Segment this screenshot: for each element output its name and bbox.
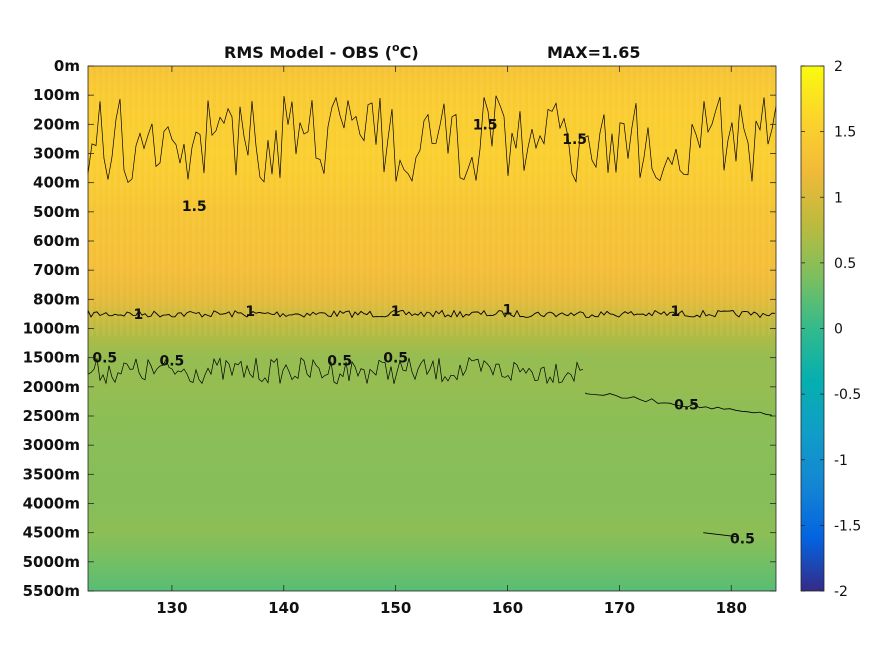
contour-label: 0.5 (383, 351, 408, 367)
y-tick-label: 4000m (23, 495, 80, 513)
colorbar-tick-label: -0.5 (834, 387, 861, 403)
colorbar-tick-label: -1 (834, 453, 848, 469)
x-tick-label: 160 (492, 599, 523, 617)
contour-label: 1.5 (473, 117, 498, 133)
title-degree-sup: o (392, 41, 400, 54)
y-tick-label: 3500m (23, 465, 80, 483)
y-tick-label: 800m (33, 290, 80, 308)
y-tick-label: 200m (33, 115, 80, 133)
x-tick-label: 140 (268, 599, 299, 617)
x-tick-label: 170 (604, 599, 635, 617)
y-axis: 0m 100m 200m 300m 400m 500m 600m 700m 800m 1000m 1… (23, 57, 776, 600)
title-unit: C) (400, 43, 419, 62)
y-tick-label: 4500m (23, 524, 80, 542)
contour-label: 1 (391, 304, 401, 320)
y-tick-label: 0m (54, 57, 80, 75)
x-axis: 130 140 150 160 170 180 (156, 66, 747, 617)
contour-line-0-5-upper (87, 356, 584, 385)
contour-label: 0.5 (159, 354, 184, 370)
plot-area: 1.5 1.5 1.5 1 1 1 1 1 0.5 0.5 0.5 0.5 0.5 0.5 (87, 65, 777, 592)
y-tick-label: 1000m (23, 320, 80, 338)
contour-label: 0.5 (92, 351, 117, 367)
colorbar: 2 1.5 1 0.5 0 -0.5 -1 -1.5 -2 (800, 59, 861, 600)
colorbar-tick-label: 1.5 (834, 125, 856, 141)
x-tick-label: 150 (380, 599, 411, 617)
y-tick-label: 1500m (23, 349, 80, 367)
x-tick-label: 130 (156, 599, 187, 617)
y-tick-label: 2500m (23, 407, 80, 425)
contour-label: 1 (133, 307, 143, 323)
heatmap-stripes (88, 66, 776, 336)
contour-label: 1 (503, 303, 513, 319)
y-tick-label: 400m (33, 174, 80, 192)
contour-label: 0.5 (674, 397, 699, 413)
colorbar-tick-label: 0 (834, 322, 843, 338)
x-tick-label: 180 (716, 599, 747, 617)
contour-label: 0.5 (730, 532, 755, 548)
y-tick-label: 5500m (23, 582, 80, 600)
contour-label: 1 (670, 304, 680, 320)
contour-line-1-5 (87, 95, 777, 184)
max-annotation: MAX=1.65 (547, 43, 641, 62)
contour-line-0-5-patch (703, 532, 737, 538)
y-tick-label: 500m (33, 203, 80, 221)
colorbar-tick-label: 1 (834, 190, 843, 206)
contour-label: 1 (245, 304, 255, 320)
y-tick-label: 100m (33, 86, 80, 104)
y-tick-label: 3000m (23, 436, 80, 454)
y-tick-label: 700m (33, 261, 80, 279)
y-tick-label: 600m (33, 232, 80, 250)
y-tick-label: 300m (33, 145, 80, 163)
contour-line-0-5-lower (585, 392, 772, 416)
contour-labels: 1.5 1.5 1.5 1 1 1 1 1 0.5 0.5 0.5 0.5 0.5 0.5 (92, 117, 754, 547)
contour-line-1 (87, 309, 776, 319)
colorbar-tick-label: -2 (834, 584, 848, 600)
colorbar-tick-label: -1.5 (834, 518, 861, 534)
colorbar-tick-label: 2 (834, 59, 843, 75)
contour-label: 1.5 (182, 199, 207, 215)
chart-title: RMS Model - OBS (oC) (224, 41, 419, 62)
colorbar-tick-label: 0.5 (834, 256, 856, 272)
contour-lines (87, 95, 777, 538)
contour-label: 0.5 (327, 354, 352, 370)
y-tick-label: 5000m (23, 553, 80, 571)
contour-label: 1.5 (562, 132, 587, 148)
colorbar-ticks: 2 1.5 1 0.5 0 -0.5 -1 -1.5 -2 (801, 59, 861, 600)
y-tick-label: 2000m (23, 378, 80, 396)
